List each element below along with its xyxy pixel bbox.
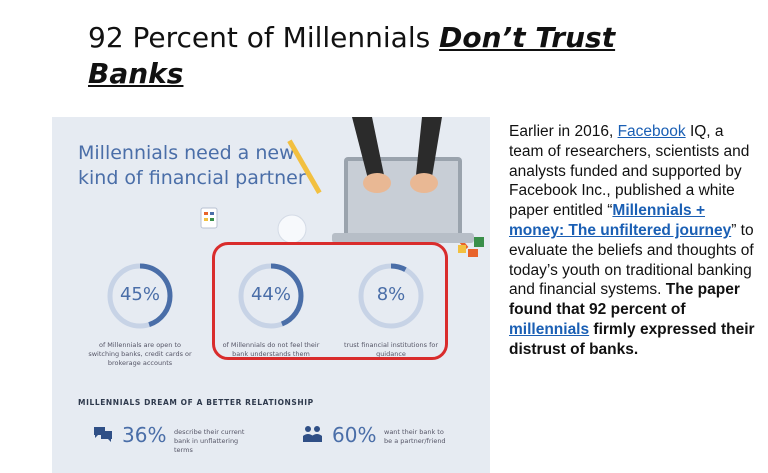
- stat-ring-8: [358, 263, 424, 329]
- infographic-heading: Millennials need a new kind of financial…: [78, 142, 306, 189]
- body-text-part: ” to evaluate the beliefs and thoughts o…: [509, 221, 754, 299]
- stat-value: 44%: [250, 284, 291, 305]
- bottom-stat: 36% describe their current bank in unfla…: [92, 421, 272, 454]
- stat-caption: of Millennials are open to switching ban…: [88, 341, 192, 367]
- laptop-illustration: [277, 117, 484, 257]
- speech-bubbles-icon: [94, 427, 112, 442]
- slide-title-emphasis: Don’t Trust Banks: [88, 21, 616, 90]
- stat-value: 45%: [119, 284, 160, 305]
- bottom-stat-value: 36%: [122, 423, 167, 447]
- facebook-link[interactable]: Facebook: [617, 123, 686, 140]
- body-text-bold: firmly expressed their distrust of banks…: [509, 320, 755, 358]
- slide-title-text: 92 Percent of Millennials: [88, 21, 440, 54]
- bottom-stat-caption: want their bank to be a partner/friend: [384, 428, 446, 445]
- millennials-link[interactable]: millennials: [509, 320, 590, 338]
- body-text-part: Earlier in 2016,: [509, 123, 618, 140]
- bottom-stat-caption: describe their current bank in unflatter…: [174, 428, 245, 454]
- slide-title: 92 Percent of Millennials Don’t Trust Ba…: [88, 20, 708, 92]
- infographic: Millennials need a new kind of financial…: [52, 117, 490, 473]
- stat-ring-44: [238, 263, 304, 329]
- stat-caption: trust financial institutions for guidanc…: [343, 341, 439, 358]
- stat-value: 8%: [376, 284, 406, 305]
- phone-icon: [200, 207, 218, 229]
- body-text-bold: The paper found that 92 percent of: [509, 281, 740, 319]
- white-paper-link[interactable]: Millennials + money: The unfiltered jour…: [509, 202, 732, 239]
- body-text: Earlier in 2016, Facebook IQ, a team of …: [509, 122, 759, 360]
- bottom-stat-value: 60%: [332, 423, 377, 447]
- highlight-box: [212, 242, 448, 360]
- body-text-part: IQ, a team of researchers, scientists an…: [509, 123, 750, 220]
- bottom-stat: 60% want their bank to be a partner/frie…: [302, 421, 482, 449]
- relationship-heading: MILLENNIALS DREAM OF A BETTER RELATIONSH…: [78, 398, 314, 407]
- stat-ring-45: [107, 263, 173, 329]
- people-icon: [303, 426, 322, 442]
- stat-caption: of Millennials do not feel their bank un…: [222, 341, 320, 358]
